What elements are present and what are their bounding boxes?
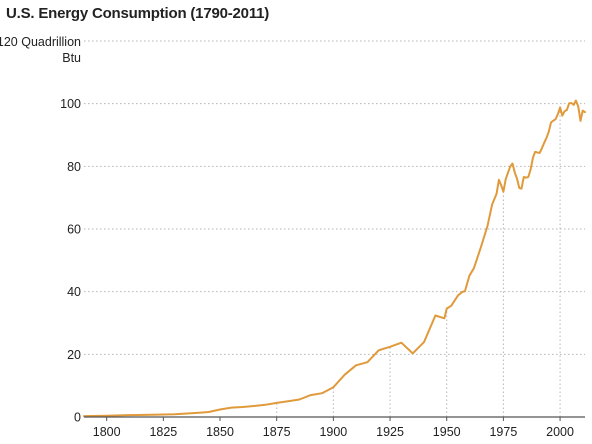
gridlines — [84, 103, 585, 355]
x-tick-label: 1975 — [489, 425, 517, 439]
x-tick-label: 1825 — [149, 425, 177, 439]
y-axis-ticks: 0 20 40 60 80 100 — [60, 97, 81, 424]
y-tick-label: 20 — [67, 348, 81, 362]
series-line-energy-consumption — [83, 99, 586, 418]
y-tick-label: 40 — [67, 285, 81, 299]
y-tick-label: 100 — [60, 97, 81, 111]
x-tick-label: 1950 — [433, 425, 461, 439]
vertical-markers — [276, 107, 561, 417]
x-tick-label: 1850 — [206, 425, 234, 439]
y-tick-label: 60 — [67, 223, 81, 237]
chart-title: U.S. Energy Consumption (1790-2011) — [6, 5, 270, 22]
x-tick-label: 1800 — [93, 425, 121, 439]
x-tick-label: 1900 — [319, 425, 347, 439]
y-tick-label: 80 — [67, 160, 81, 174]
y-axis-unit-label: 120 Quadrillion Btu — [0, 35, 81, 65]
x-tick-label: 2000 — [546, 425, 574, 439]
x-tick-label: 1925 — [376, 425, 404, 439]
x-tick-label: 1875 — [263, 425, 291, 439]
y-axis-unit-label-line: 120 Quadrillion — [0, 35, 81, 49]
y-tick-label: 0 — [74, 411, 81, 425]
y-axis-unit-label-line: Btu — [62, 51, 81, 65]
x-axis-ticks: 1800 1825 1850 1875 1900 1925 1950 1975 2000 — [93, 417, 574, 439]
